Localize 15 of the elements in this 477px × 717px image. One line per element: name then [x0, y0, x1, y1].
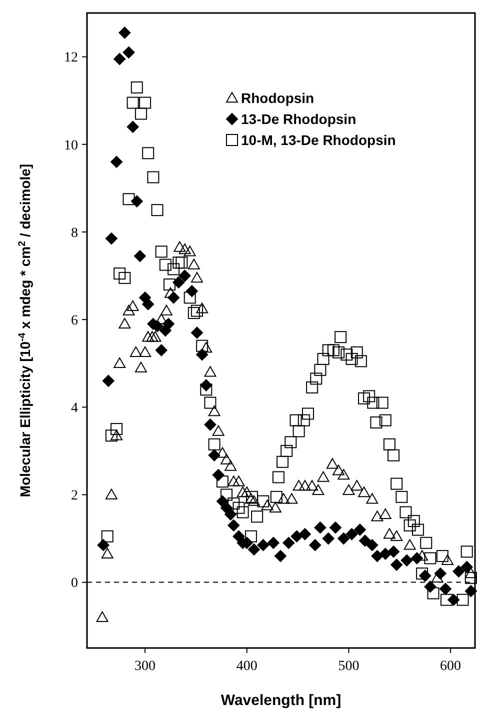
y-tick-label: 6 [71, 313, 78, 328]
y-tick-label: 0 [71, 576, 78, 592]
x-tick-label: 300 [134, 659, 156, 674]
y-tick-label: 4 [71, 401, 78, 416]
legend-label: 13-De Rhodopsin [241, 110, 356, 127]
y-tick-label: 10 [64, 138, 78, 154]
legend-label: 10-M, 13-De Rhodopsin [241, 132, 396, 148]
x-tick-label: 500 [338, 659, 360, 674]
x-tick-label: 600 [440, 659, 462, 674]
y-tick-label: 12 [64, 50, 78, 66]
x-tick-label: 400 [236, 659, 258, 674]
y-tick-label: 2 [71, 488, 78, 504]
x-axis-title: Wavelength [nm] [220, 692, 342, 709]
y-tick-label: 8 [71, 226, 78, 241]
legend-label: Rhodopsin [241, 90, 314, 106]
